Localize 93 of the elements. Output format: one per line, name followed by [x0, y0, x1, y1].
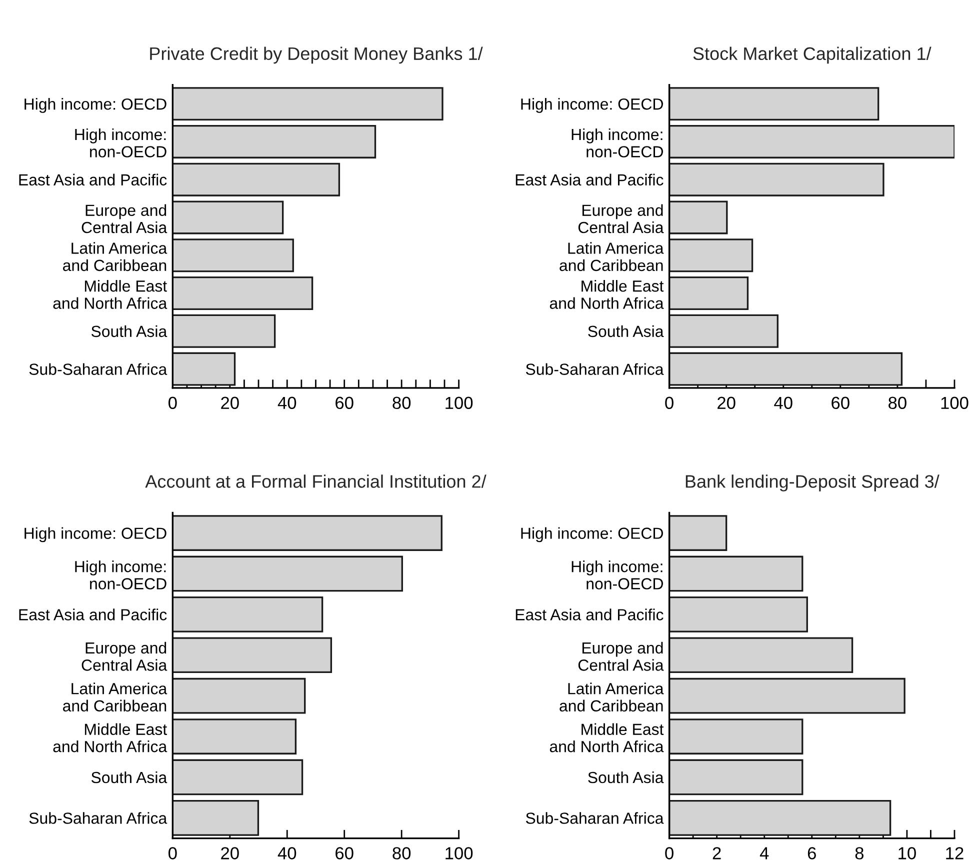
x-tick-label: 4 — [760, 847, 769, 860]
bar — [669, 678, 906, 714]
y-tick-label: Sub-Saharan Africa — [526, 363, 664, 375]
bar — [669, 556, 804, 592]
y-tick-label: High income: non-OECD — [75, 560, 166, 590]
y-tick-label: East Asia and Pacific — [19, 608, 167, 620]
y-tick-label: South Asia — [91, 771, 168, 784]
x-tick-label: 100 — [446, 847, 473, 860]
bar — [669, 238, 754, 272]
x-tick-label: 0 — [168, 396, 177, 410]
x-tick-label: 20 — [221, 847, 239, 860]
bar — [172, 238, 294, 272]
bar — [172, 124, 376, 158]
chart-title: Account at a Formal Financial Institution 2/ — [145, 474, 486, 488]
y-tick-label: Sub-Saharan Africa — [526, 812, 664, 824]
y-tick-label: East Asia and Pacific — [516, 608, 664, 620]
bar — [669, 515, 728, 551]
bar — [172, 637, 332, 674]
y-tick-label: Middle East and North Africa — [550, 280, 664, 309]
y-tick-label: Europe and Central Asia — [82, 642, 168, 671]
y-tick-label: Middle East and North Africa — [53, 723, 168, 752]
x-tick-label: 20 — [221, 396, 239, 410]
x-tick-label: 40 — [278, 847, 296, 860]
x-tick-label: 0 — [665, 396, 674, 410]
bar — [669, 637, 854, 674]
y-tick-label: Latin America and Caribbean — [560, 682, 664, 712]
x-tick-label: 20 — [718, 396, 736, 410]
y-tick-label: Sub-Saharan Africa — [29, 812, 168, 824]
y-tick-label: East Asia and Pacific — [516, 174, 664, 186]
y-tick-label: Middle East and North Africa — [550, 723, 664, 752]
y-tick-label: High income: OECD — [521, 98, 663, 113]
bar — [669, 759, 804, 796]
y-tick-label: Europe and Central Asia — [578, 204, 664, 234]
x-tick-label: 8 — [855, 847, 864, 860]
y-tick-label: Europe and Central Asia — [578, 642, 664, 671]
y-tick-label: South Asia — [588, 771, 664, 784]
bar — [669, 200, 728, 234]
x-tick-label: 60 — [832, 396, 850, 410]
x-tick-label: 40 — [278, 396, 296, 410]
bar — [172, 352, 236, 386]
bar — [669, 162, 884, 196]
x-tick-label: 100 — [446, 396, 473, 410]
y-tick-label: High income: non-OECD — [75, 128, 166, 158]
bar — [172, 515, 442, 551]
y-tick-label: High income: OECD — [24, 527, 166, 542]
y-tick-label: Europe and Central Asia — [82, 204, 168, 234]
y-tick-label: High income: OECD — [24, 98, 166, 113]
y-tick-label: High income: non-OECD — [572, 560, 663, 590]
y-tick-label: Latin America and Caribbean — [560, 242, 664, 272]
bar — [172, 87, 444, 121]
bar — [172, 678, 306, 714]
bar — [172, 718, 297, 754]
bar — [669, 276, 749, 310]
y-tick-label: South Asia — [588, 325, 664, 338]
bar — [669, 352, 903, 386]
y-tick-label: Latin America and Caribbean — [63, 682, 168, 712]
y-tick-label: Sub-Saharan Africa — [29, 363, 168, 375]
x-tick-label: 10 — [898, 847, 916, 860]
bar — [172, 800, 260, 836]
bar — [172, 556, 403, 592]
x-tick-label: 12 — [946, 847, 964, 860]
y-tick-label: Latin America and Caribbean — [63, 242, 168, 272]
y-tick-label: High income: non-OECD — [572, 128, 663, 158]
x-tick-label: 80 — [392, 847, 411, 860]
x-tick-label: 40 — [774, 396, 792, 410]
x-tick-label: 100 — [941, 396, 968, 410]
x-tick-label: 60 — [336, 847, 354, 860]
y-tick-label: Middle East and North Africa — [53, 280, 168, 309]
chart-title: Stock Market Capitalization 1/ — [693, 46, 932, 64]
bar — [669, 124, 954, 158]
bar — [172, 596, 324, 632]
bar — [669, 87, 880, 121]
y-tick-label: East Asia and Pacific — [19, 174, 167, 186]
y-tick-label: High income: OECD — [521, 527, 663, 542]
chart-title: Private Credit by Deposit Money Banks 1/ — [150, 46, 483, 64]
bar — [172, 759, 304, 796]
x-tick-label: 0 — [168, 847, 177, 860]
bar — [172, 276, 314, 310]
bar — [669, 596, 808, 632]
x-tick-label: 60 — [336, 396, 354, 410]
bar — [172, 200, 284, 234]
bar — [669, 718, 804, 754]
bar — [669, 314, 779, 348]
bar — [669, 800, 892, 836]
x-tick-label: 2 — [712, 847, 721, 860]
chart-title: Bank lending-Deposit Spread 3/ — [686, 474, 940, 492]
x-tick-label: 80 — [888, 396, 906, 410]
bar — [172, 162, 340, 196]
x-tick-label: 6 — [808, 847, 816, 860]
x-tick-label: 0 — [665, 847, 674, 860]
bar — [172, 314, 276, 348]
y-tick-label: South Asia — [91, 325, 168, 338]
x-tick-label: 80 — [392, 396, 411, 410]
